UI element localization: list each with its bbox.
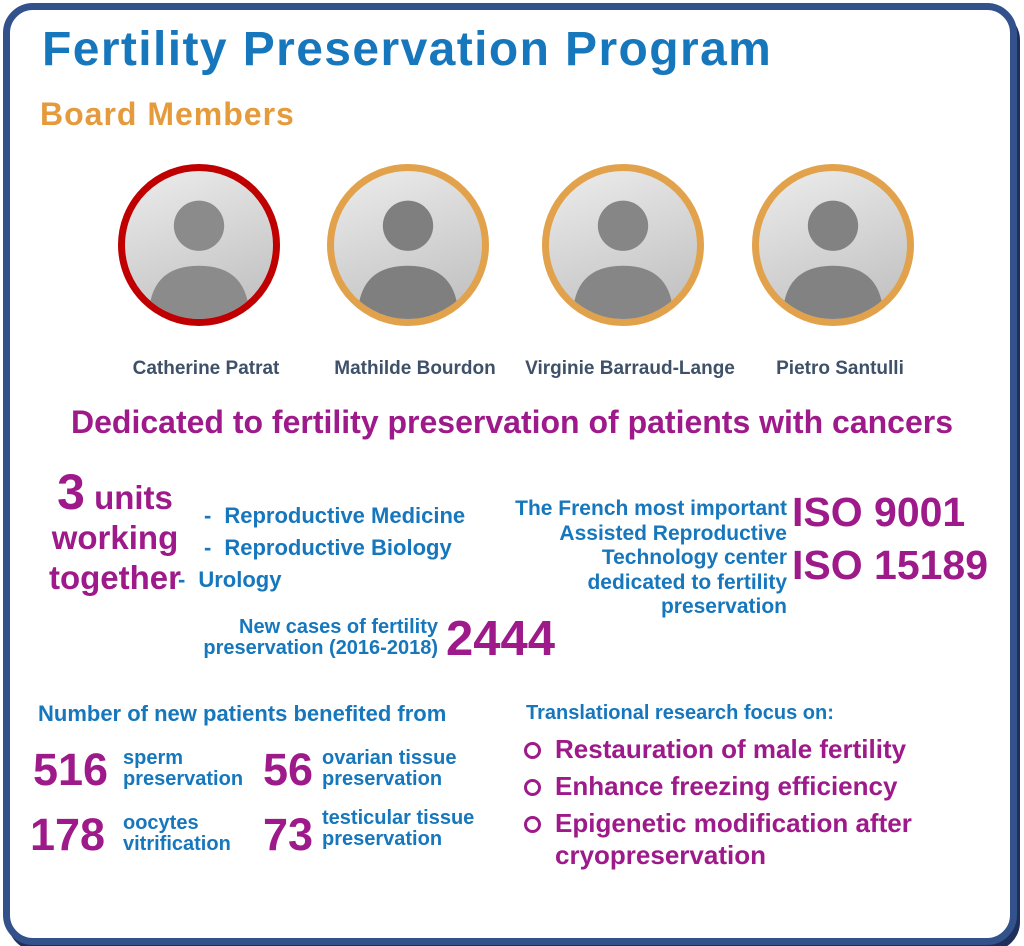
research-item-label: Enhance freezing efficiency	[555, 771, 898, 801]
board-member: Catherine Patrat	[118, 164, 294, 394]
unit-item: - Reproductive Medicine	[178, 503, 465, 529]
stat-value-ovarian: 56	[263, 744, 314, 795]
stat-label-ovarian: ovarian tissue preservation	[322, 747, 457, 790]
art-center-line: The French most important	[515, 497, 787, 520]
slide-card	[3, 3, 1017, 945]
research-list: Restauration of male fertility Enhance f…	[524, 733, 1006, 876]
research-item: Restauration of male fertility	[524, 733, 1006, 765]
member-name: Mathilde Bourdon	[334, 358, 496, 379]
section-subtitle: Board Members	[40, 96, 295, 132]
unit-item: - Urology	[178, 567, 465, 593]
research-item: Enhance freezing efficiency	[524, 770, 1006, 802]
member-photo-0	[118, 164, 280, 326]
circle-bullet-icon	[524, 742, 541, 759]
page-title: Fertility Preservation Program	[42, 23, 773, 76]
unit-list: - Reproductive Medicine - Reproductive B…	[178, 503, 465, 599]
member-photo-1	[327, 164, 489, 326]
member-photo-2	[542, 164, 704, 326]
research-item-label: Epigenetic modification after cryopreser…	[555, 808, 912, 870]
member-name: Catherine Patrat	[132, 358, 280, 379]
new-cases-value: 2444	[446, 612, 556, 666]
iso-15189-badge: ISO 15189	[792, 542, 989, 588]
research-item: Epigenetic modification after cryopreser…	[524, 807, 1006, 871]
member-name: Pietro Santulli	[776, 358, 904, 379]
stat-value-testicular: 73	[263, 809, 314, 860]
dash-bullet: -	[204, 535, 212, 560]
research-heading: Translational research focus on:	[526, 702, 834, 724]
member-photo-3	[752, 164, 914, 326]
dash-bullet: -	[204, 503, 212, 528]
units-count-label: units	[94, 479, 173, 516]
stat-label-oocytes: oocytes vitrification	[123, 812, 231, 855]
dedication-headline: Dedicated to fertility preservation of p…	[71, 404, 953, 440]
units-block: 3 units working together	[38, 467, 192, 598]
circle-bullet-icon	[524, 779, 541, 796]
dash-bullet: -	[178, 567, 186, 592]
unit-item: - Reproductive Biology	[178, 535, 465, 561]
iso-certifications: ISO 9001 ISO 15189	[792, 486, 988, 592]
art-center-line: Technology center	[601, 546, 787, 569]
units-count: 3	[57, 464, 85, 520]
stat-value-sperm: 516	[33, 744, 109, 795]
art-center-line: dedicated to fertility	[587, 570, 787, 594]
new-cases-label-line2: preservation (2016-2018)	[203, 636, 438, 659]
person-silhouette-icon	[782, 200, 884, 319]
unit-item-label: Urology	[198, 567, 282, 592]
research-item-label: Restauration of male fertility	[555, 734, 907, 764]
units-line1: 3 units	[38, 467, 192, 518]
board-member: Virginie Barraud-Lange	[525, 164, 735, 394]
units-line2: working	[51, 519, 179, 556]
art-center-description: The French most important Assisted Repro…	[500, 497, 787, 620]
person-silhouette-icon	[357, 200, 459, 319]
board-member: Pietro Santulli	[752, 164, 928, 394]
units-line3: together	[49, 559, 181, 596]
new-cases-label: New cases of fertility preservation (201…	[168, 617, 438, 658]
board-member: Mathilde Bourdon	[327, 164, 503, 394]
person-silhouette-icon	[148, 200, 250, 319]
patients-heading: Number of new patients benefited from	[38, 701, 447, 726]
iso-9001-badge: ISO 9001	[792, 489, 966, 535]
person-silhouette-icon	[572, 200, 674, 319]
art-center-line: preservation	[660, 595, 787, 618]
stat-value-oocytes: 178	[30, 809, 106, 860]
stat-label-sperm: sperm preservation	[123, 747, 244, 790]
art-center-line: Assisted Reproductive	[559, 521, 787, 545]
circle-bullet-icon	[524, 816, 541, 833]
unit-item-label: Reproductive Medicine	[224, 503, 466, 528]
member-name: Virginie Barraud-Lange	[525, 358, 735, 379]
unit-item-label: Reproductive Biology	[224, 535, 452, 560]
new-cases-label-line1: New cases of fertility	[239, 616, 438, 638]
stat-label-testicular: testicular tissue preservation	[322, 807, 475, 850]
